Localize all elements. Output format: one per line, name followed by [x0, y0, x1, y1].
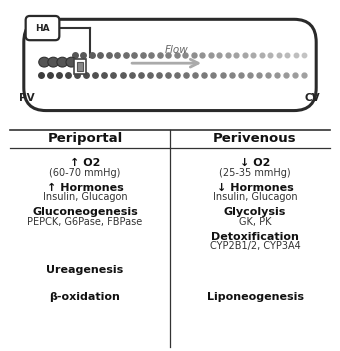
Text: β-oxidation: β-oxidation: [50, 292, 120, 302]
Ellipse shape: [48, 57, 59, 67]
Ellipse shape: [66, 57, 77, 67]
Text: PV: PV: [19, 93, 35, 103]
Text: ↓ O2: ↓ O2: [240, 158, 270, 168]
Text: (25-35 mmHg): (25-35 mmHg): [219, 168, 291, 178]
FancyBboxPatch shape: [24, 19, 316, 111]
FancyBboxPatch shape: [77, 62, 83, 71]
Text: Perivenous: Perivenous: [213, 132, 297, 146]
Text: CYP2B1/2, CYP3A4: CYP2B1/2, CYP3A4: [210, 241, 300, 251]
Text: Ureagenesis: Ureagenesis: [46, 265, 124, 275]
Text: HA: HA: [35, 24, 50, 33]
Text: Glycolysis: Glycolysis: [224, 207, 286, 217]
Text: GK, PK: GK, PK: [239, 217, 271, 227]
Text: Liponeogenesis: Liponeogenesis: [206, 292, 304, 302]
Text: (60-70 mmHg): (60-70 mmHg): [49, 168, 121, 178]
Text: ↑ O2: ↑ O2: [70, 158, 100, 168]
Text: Flow: Flow: [165, 46, 189, 55]
Text: PEPCK, G6Pase, FBPase: PEPCK, G6Pase, FBPase: [28, 217, 142, 227]
Text: Periportal: Periportal: [47, 132, 123, 146]
Ellipse shape: [57, 57, 68, 67]
Text: Detoxification: Detoxification: [211, 232, 299, 242]
Text: Insulin, Glucagon: Insulin, Glucagon: [43, 192, 127, 202]
Text: Insulin, Glucagon: Insulin, Glucagon: [213, 192, 297, 202]
Text: ↑ Hormones: ↑ Hormones: [47, 183, 123, 193]
Ellipse shape: [39, 57, 50, 67]
FancyBboxPatch shape: [26, 16, 59, 40]
Text: Gluconeogenesis: Gluconeogenesis: [32, 207, 138, 217]
Text: CV: CV: [305, 93, 321, 103]
Text: ↓ Hormones: ↓ Hormones: [217, 183, 293, 193]
FancyBboxPatch shape: [74, 59, 86, 74]
